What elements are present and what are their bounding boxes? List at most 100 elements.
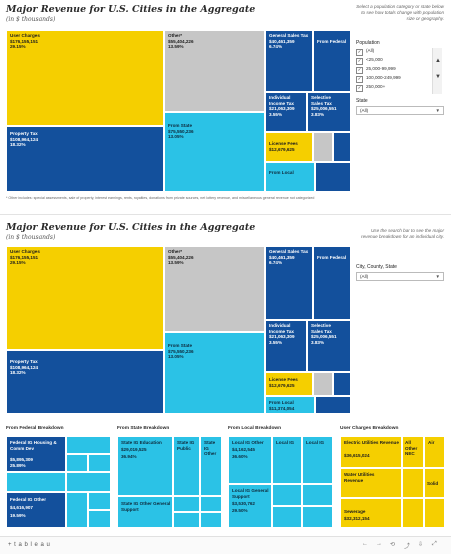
federal-sub-tile[interactable] [66, 472, 111, 492]
revert-icon[interactable]: ⟲ [390, 542, 396, 548]
user-charges-sub-tile[interactable] [402, 468, 424, 498]
share-icon[interactable]: ⤴ [404, 544, 411, 550]
federal-sub-tile[interactable] [66, 454, 88, 472]
chevron-down-icon: ▼ [435, 108, 440, 113]
local-sub-tile[interactable] [272, 506, 302, 528]
tile-other[interactable]: Other* $55,404,226 13.59% [164, 246, 265, 332]
federal-sub-tile[interactable] [66, 436, 111, 454]
tile-from-state[interactable]: From State $75,550,236 13.05% [164, 112, 265, 192]
population-scrollbar[interactable]: ▲ ▼ [432, 48, 442, 94]
state-ig-education-tile[interactable]: State IG Education $29,019,525 36.94% [117, 436, 173, 496]
user-charges-sub-tile[interactable] [402, 498, 424, 528]
tile-general-sales-tax[interactable]: General Sales Tax $40,461,359 6.74% [265, 30, 313, 92]
federal-sub-tile[interactable] [66, 492, 88, 528]
tile-label: From Federal [317, 255, 347, 260]
tile-label: State IG Education [121, 440, 162, 445]
tile-license-fees[interactable]: License Fees $12,679,625 [265, 132, 313, 162]
tile-label: Local IG [306, 440, 325, 445]
tile-other[interactable]: Other* $55,404,226 13.59% [164, 30, 265, 112]
tile-selective-sales-tax[interactable]: Selective Sales Tax $25,006,551 3.83% [307, 92, 351, 132]
undo-icon[interactable]: ← [362, 541, 368, 547]
local-ig-tile[interactable]: Local IG [272, 436, 302, 484]
tile-unlabeled-gray[interactable] [313, 372, 333, 396]
tile-from-federal[interactable]: From Federal [313, 30, 351, 92]
tile-property-tax[interactable]: Property Tax $108,964,124 18.32% [6, 350, 164, 414]
tile-property-tax[interactable]: Property Tax $108,964,124 18.32% [6, 126, 164, 192]
download-icon[interactable]: ⇩ [418, 542, 424, 548]
scroll-down-icon[interactable]: ▼ [435, 74, 441, 80]
user-charges-sub-tile[interactable] [424, 498, 445, 528]
checkbox-checked-icon[interactable]: ✓ [356, 85, 363, 92]
tile-general-sales-tax[interactable]: General Sales Tax $40,461,359 6.74% [265, 246, 313, 320]
sewerage-tile[interactable]: Sewerage $32,312,154 [340, 498, 402, 528]
population-option[interactable]: ✓ 100,000-249,999 [356, 75, 401, 83]
federal-sub-tile[interactable] [88, 454, 111, 472]
redo-icon[interactable]: → [376, 541, 382, 547]
federal-ig-housing-tile[interactable]: Federal IG Housing & Comm Dev $5,895,309… [6, 436, 66, 472]
tile-label: User Charges [10, 33, 40, 38]
state-ig-other-tile[interactable]: State IG Other [200, 436, 222, 496]
tile-from-local[interactable]: From Local $11,374,054 [265, 396, 315, 414]
tile-from-federal[interactable]: From Federal [313, 246, 351, 320]
tile-label: Solid [427, 481, 439, 486]
state-sub-tile[interactable] [200, 512, 222, 528]
tile-selective-sales-tax[interactable]: Selective Sales Tax $25,006,551 3.83% [307, 320, 351, 372]
state-sub-tile[interactable] [173, 496, 200, 512]
solid-waste-tile[interactable]: Solid [424, 468, 445, 498]
state-dropdown[interactable]: (All) ▼ [356, 106, 444, 115]
fullscreen-icon[interactable]: ⤢ [432, 541, 437, 547]
tile-unlabeled-gray[interactable] [313, 132, 333, 162]
tile-value: $4,616,907 [10, 505, 33, 510]
air-tile[interactable]: Air [424, 436, 445, 468]
tile-from-local[interactable]: From Local [265, 162, 315, 192]
state-ig-other-general-support-tile[interactable]: State IG Other General Support [117, 496, 173, 528]
population-option[interactable]: ✓ 250,000+ [356, 84, 386, 92]
water-utilities-tile[interactable]: Water Utilities Revenue [340, 468, 402, 498]
tile-percent: 13.59% [168, 44, 184, 50]
local-ig-general-support-tile[interactable]: Local IG General Support $3,530,762 29.5… [228, 484, 272, 528]
tile-license-fees[interactable]: License Fees $12,679,625 [265, 372, 313, 396]
tile-percent: 36.94% [121, 454, 137, 459]
local-sub-tile[interactable] [272, 484, 302, 506]
tile-user-charges[interactable]: User Charges $176,155,151 29.15% [6, 30, 164, 126]
federal-sub-tile[interactable] [88, 492, 111, 510]
state-sub-tile[interactable] [200, 496, 222, 512]
tile-label: Other* [168, 249, 183, 254]
tile-unlabeled-navy[interactable] [333, 372, 351, 396]
local-ig-other-tile[interactable]: Local IG Other $4,162,545 36.60% [228, 436, 272, 484]
tile-unlabeled-navy[interactable] [333, 132, 351, 162]
checkbox-checked-icon[interactable]: ✓ [356, 67, 363, 74]
tile-label: Other* [168, 33, 183, 38]
scroll-up-icon[interactable]: ▲ [435, 58, 441, 64]
population-option[interactable]: ✓ <25,000 [356, 57, 383, 65]
tableau-logo[interactable]: + t a b l e a u [8, 542, 51, 548]
tile-percent: 3.83% [311, 111, 325, 117]
electric-utilities-tile[interactable]: Electric Utilities Revenue $36,615,024 [340, 436, 402, 468]
checkbox-checked-icon[interactable]: ✓ [356, 58, 363, 65]
tile-user-charges[interactable]: User Charges $176,155,151 29.15% [6, 246, 164, 350]
tile-label: From Federal [317, 39, 347, 44]
tile-label: From Local [269, 400, 294, 405]
tile-unlabeled-navy-2[interactable] [315, 396, 351, 414]
federal-sub-tile[interactable] [88, 510, 111, 528]
tile-individual-income-tax[interactable]: Individual Income Tax $21,063,309 3.55% [265, 320, 307, 372]
tile-individual-income-tax[interactable]: Individual Income Tax $21,063,309 3.55% [265, 92, 307, 132]
federal-sub-tile[interactable] [6, 472, 66, 492]
local-sub-tile[interactable] [302, 484, 333, 506]
tile-value: $5,895,309 [10, 457, 33, 462]
population-option[interactable]: ✓ 25,000-99,999 [356, 66, 396, 74]
tile-from-state[interactable]: From State $75,550,236 13.05% [164, 332, 265, 414]
local-ig-tile[interactable]: Local IG [302, 436, 333, 484]
tile-unlabeled-navy-2[interactable] [315, 162, 351, 192]
state-sub-tile[interactable] [173, 512, 200, 528]
tile-percent: 29.15% [10, 44, 26, 50]
state-dropdown-value: (All) [360, 108, 369, 113]
local-sub-tile[interactable] [302, 506, 333, 528]
checkbox-checked-icon[interactable]: ✓ [356, 49, 363, 56]
all-other-nec-tile[interactable]: All Other NEC [402, 436, 424, 468]
federal-ig-other-tile[interactable]: Federal IG Other $4,616,907 19.59% [6, 492, 66, 528]
city-dropdown[interactable]: (All) ▼ [356, 272, 444, 281]
state-ig-public-tile[interactable]: State IG Public [173, 436, 200, 496]
population-option[interactable]: ✓ (All) [356, 48, 375, 56]
checkbox-checked-icon[interactable]: ✓ [356, 76, 363, 83]
